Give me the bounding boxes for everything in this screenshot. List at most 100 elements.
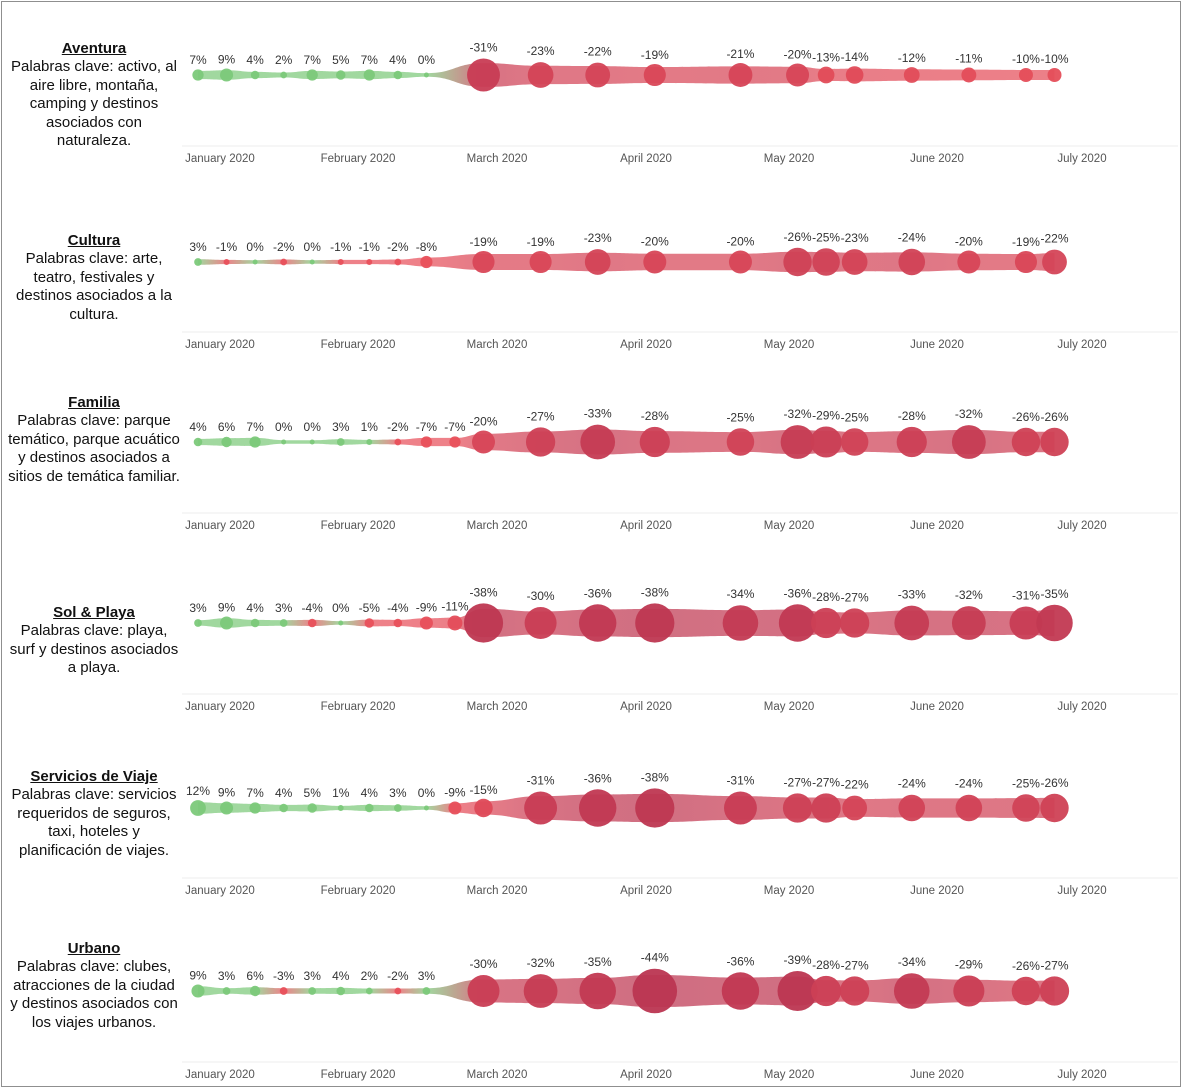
data-bubble [423, 72, 429, 78]
data-bubble [1042, 249, 1067, 275]
data-label: 3% [189, 601, 207, 615]
data-bubble [220, 68, 234, 82]
data-bubble [896, 426, 927, 458]
data-bubble [223, 259, 230, 265]
data-label: -14% [841, 50, 869, 64]
data-label: 0% [332, 601, 350, 615]
data-bubble [951, 606, 986, 640]
data-label: -39% [784, 953, 812, 967]
x-tick-label: May 2020 [764, 701, 815, 713]
data-label: -19% [527, 235, 555, 249]
data-bubble [394, 438, 402, 446]
data-bubble [250, 618, 260, 628]
data-bubble [726, 428, 755, 456]
data-bubble [632, 968, 678, 1014]
data-label: -26% [1012, 410, 1040, 424]
x-tick-label: July 2020 [1057, 153, 1106, 165]
data-bubble [467, 58, 500, 92]
x-tick-label: April 2020 [620, 153, 672, 165]
x-tick-label: January 2020 [185, 153, 255, 165]
data-bubble [721, 972, 760, 1010]
x-tick-label: July 2020 [1057, 520, 1106, 532]
data-label: 4% [361, 786, 379, 800]
data-label: -28% [812, 590, 840, 604]
data-label: 6% [246, 969, 264, 983]
data-label: -20% [641, 235, 669, 249]
data-bubble [279, 987, 288, 995]
x-tick-label: March 2020 [467, 339, 528, 351]
x-tick-label: July 2020 [1057, 1069, 1106, 1081]
series-title: Aventura [61, 40, 127, 57]
data-label: -28% [898, 409, 926, 423]
data-bubble [279, 619, 288, 627]
data-bubble [957, 250, 981, 274]
data-label: -25% [1012, 776, 1040, 790]
data-bubble [338, 620, 344, 626]
data-bubble [635, 788, 675, 828]
data-label: -10% [1040, 52, 1068, 66]
data-label: -26% [1040, 410, 1068, 424]
data-bubble [336, 438, 345, 446]
data-bubble [584, 249, 611, 275]
x-tick-label: June 2020 [910, 885, 964, 897]
x-tick-label: May 2020 [764, 339, 815, 351]
data-label: 9% [189, 968, 207, 982]
data-label: -11% [441, 600, 468, 614]
data-label: -22% [584, 45, 612, 59]
x-tick-label: January 2020 [185, 701, 255, 713]
data-bubble [309, 439, 315, 445]
data-label: 7% [246, 420, 264, 434]
data-label: 0% [304, 240, 322, 254]
data-label: 3% [189, 240, 207, 254]
data-label: -28% [812, 958, 840, 972]
series-label: Cultura Palabras clave: arte, teatro, fes… [8, 232, 180, 324]
x-tick-label: April 2020 [620, 885, 672, 897]
series-panel-2: 4% 6% 7% 0% 0% 3% 1% -2% -7% -7% -20% -27% -33% -28% -… [182, 407, 1178, 532]
data-label: 7% [246, 786, 264, 800]
data-bubble [474, 798, 493, 818]
data-label: -23% [527, 44, 555, 58]
data-label: -44% [641, 951, 669, 965]
series-ribbon [198, 608, 1055, 638]
data-bubble [894, 605, 930, 641]
data-label: 2% [275, 53, 293, 67]
data-label: -22% [1040, 232, 1068, 246]
data-label: -26% [1012, 959, 1040, 973]
data-label: 0% [275, 420, 293, 434]
series-title: Servicios de Viaje [30, 768, 158, 785]
data-bubble [1036, 604, 1073, 642]
data-bubble [1018, 68, 1033, 82]
data-bubble [221, 436, 232, 448]
data-label: 5% [332, 53, 350, 67]
series-label: Sol & Playa Palabras clave: playa, surf y… [8, 604, 180, 678]
data-label: -28% [641, 409, 669, 423]
data-bubble [898, 248, 926, 276]
data-bubble [1009, 606, 1043, 640]
data-label: 4% [189, 420, 207, 434]
data-label: -33% [898, 588, 926, 602]
data-bubble [523, 974, 558, 1008]
data-label: -31% [527, 774, 555, 788]
data-bubble [472, 430, 495, 454]
data-label: -30% [527, 589, 555, 603]
x-tick-label: January 2020 [185, 1069, 255, 1081]
data-bubble [898, 794, 926, 822]
x-tick-label: July 2020 [1057, 885, 1106, 897]
data-label: -27% [841, 958, 869, 972]
data-bubble [643, 250, 667, 274]
series-title: Cultura [67, 232, 121, 249]
data-bubble [635, 603, 675, 643]
data-label: 3% [389, 786, 407, 800]
data-bubble [527, 62, 554, 88]
data-label: -22% [841, 778, 869, 792]
data-label: -34% [898, 955, 926, 969]
data-bubble [1040, 793, 1069, 823]
data-bubble [337, 259, 344, 265]
x-tick-label: January 2020 [185, 520, 255, 532]
data-bubble [722, 605, 759, 641]
data-bubble [953, 975, 985, 1007]
data-bubble [585, 62, 611, 88]
data-label: 1% [332, 786, 350, 800]
data-label: -9% [444, 785, 466, 799]
data-bubble [307, 618, 317, 628]
